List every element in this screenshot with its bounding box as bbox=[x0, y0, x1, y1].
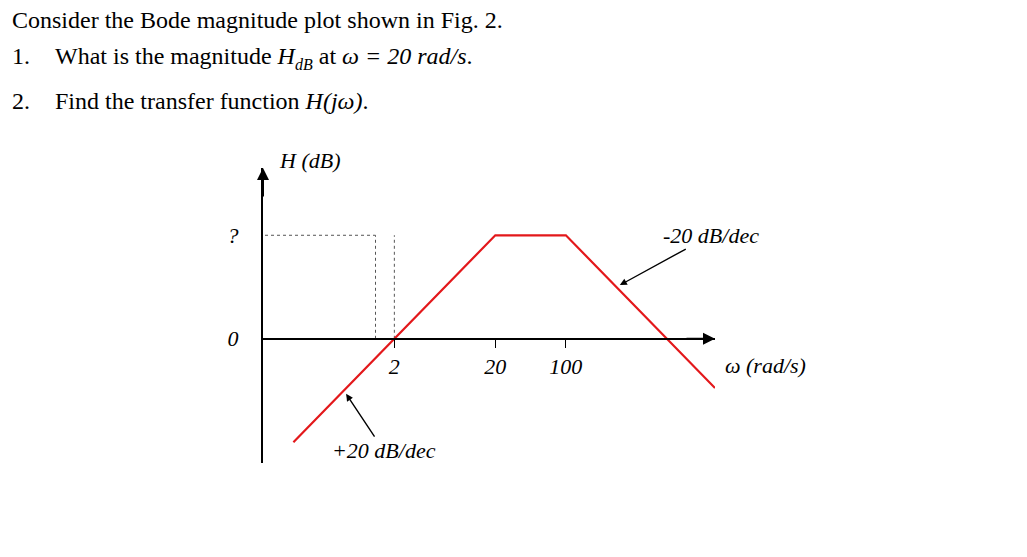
html-text:Consider the Bode magnitude pl: Consider the Bode magnitude plot shown i… bbox=[12, 7, 503, 33]
svg-text:?: ? bbox=[228, 223, 239, 248]
svg-text:+20 dB/dec: +20 dB/dec bbox=[332, 438, 436, 463]
html-text:Find the transfer function H(j: Find the transfer function H(jω). bbox=[55, 87, 369, 114]
svg-text:-20 dB/dec: -20 dB/dec bbox=[663, 223, 759, 248]
svg-text:2: 2 bbox=[389, 354, 400, 379]
svg-text:100: 100 bbox=[549, 354, 582, 379]
html-text:2.: 2. bbox=[12, 87, 30, 114]
svg-text:H (dB): H (dB) bbox=[279, 148, 340, 173]
svg-text:0: 0 bbox=[228, 326, 239, 351]
svg-text:20: 20 bbox=[484, 354, 506, 379]
html-text:What is the magnitude HdBat ω: What is the magnitude HdBat ω = 20 rad/s… bbox=[55, 43, 473, 73]
html-text:1.: 1. bbox=[12, 43, 30, 69]
svg-text:ω (rad/s): ω (rad/s) bbox=[725, 353, 806, 378]
